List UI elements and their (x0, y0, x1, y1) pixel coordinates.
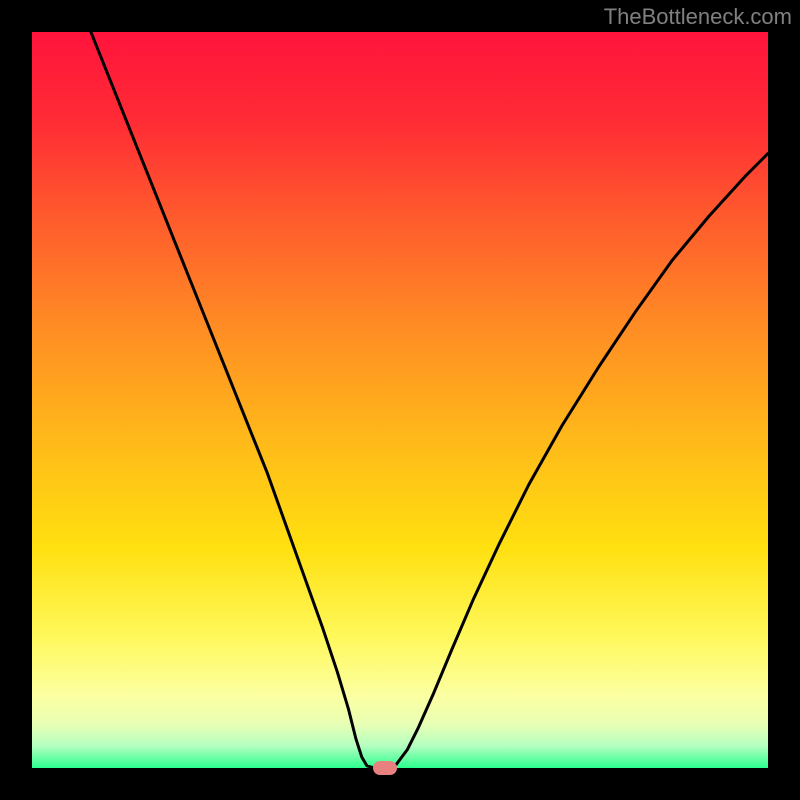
minimum-marker (373, 761, 397, 775)
chart-container: TheBottleneck.com (0, 0, 800, 800)
curve-path (91, 32, 768, 768)
watermark-text: TheBottleneck.com (604, 4, 792, 30)
bottleneck-curve (32, 32, 768, 768)
plot-area (32, 32, 768, 768)
